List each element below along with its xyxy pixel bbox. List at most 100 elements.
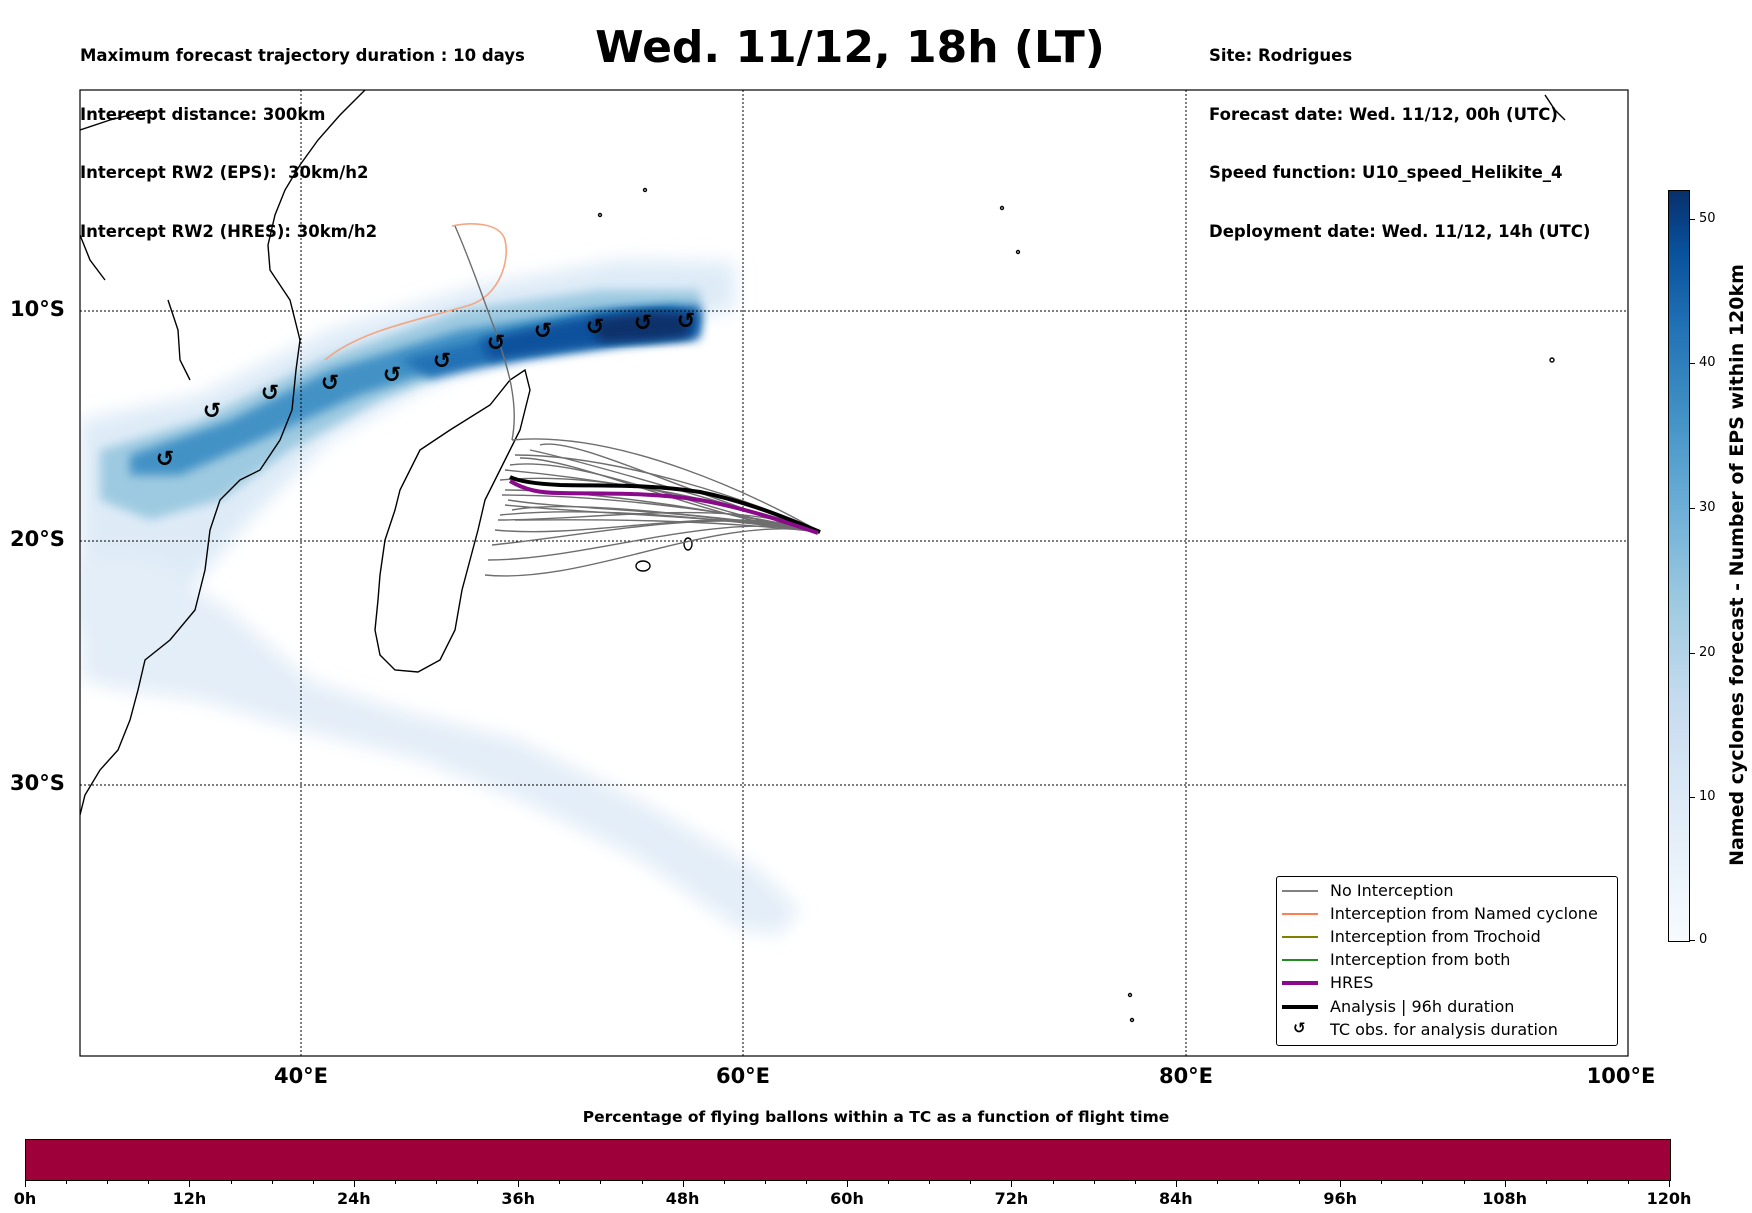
percentage-bar-tick — [518, 1180, 520, 1187]
lat-label: 30°S — [10, 771, 65, 795]
colorbar-tick — [1690, 219, 1695, 220]
cyclone-symbol-icon: ↺ — [156, 447, 174, 472]
percentage-bar-tick — [805, 1180, 807, 1184]
percentage-bar-tick — [66, 1180, 68, 1184]
ensemble-track — [514, 519, 821, 533]
colorbar-tick — [1690, 653, 1695, 654]
ensemble-track — [511, 438, 821, 533]
header-left-line: Intercept RW2 (HRES): 30km/h2 — [80, 221, 378, 241]
header-left-info: Maximum forecast trajectory duration : 1… — [80, 7, 525, 261]
percentage-bar-tick-label: 96h — [1323, 1189, 1358, 1208]
legend-item: No Interception — [1277, 879, 1617, 902]
percentage-bar-tick — [271, 1180, 273, 1184]
percentage-bar-tick-label: 84h — [1158, 1189, 1193, 1208]
colorbar-tick-label: 50 — [1699, 211, 1716, 226]
percentage-bar-tick — [189, 1180, 191, 1187]
cyclone-symbol-icon: ↺ — [534, 319, 552, 344]
percentage-bar-tick — [1586, 1180, 1588, 1184]
legend-item: Analysis | 96h duration — [1277, 995, 1617, 1018]
percentage-bar-tick — [723, 1180, 725, 1184]
analysis-track — [509, 475, 821, 534]
percentage-bar — [25, 1139, 1671, 1181]
percentage-bar-tick — [1011, 1180, 1013, 1187]
cyclone-symbol-icon: ↺ — [677, 309, 695, 334]
cyclone-symbol-icon: ↺ — [261, 381, 279, 406]
density-colorbar — [1668, 190, 1690, 942]
header-right-line: Forecast date: Wed. 11/12, 00h (UTC) — [1209, 104, 1558, 124]
percentage-bar-tick-label: 48h — [665, 1189, 700, 1208]
percentage-bar-tick — [1545, 1180, 1547, 1184]
legend-swatch — [1282, 981, 1318, 985]
percentage-bar-tick — [312, 1180, 314, 1184]
colorbar-tick-label: 40 — [1699, 355, 1716, 370]
legend-swatch — [1282, 1005, 1318, 1009]
percentage-bar-tick — [764, 1180, 766, 1184]
percentage-bar-tick — [1381, 1180, 1383, 1184]
percentage-bar-tick — [1175, 1180, 1177, 1187]
percentage-bar-tick — [1422, 1180, 1424, 1184]
percentage-bar-tick — [148, 1180, 150, 1184]
percentage-bar-tick — [641, 1180, 643, 1184]
ensemble-track — [484, 528, 821, 577]
cyclone-symbol-icon: ↺ — [321, 371, 339, 396]
ensemble-track — [511, 505, 821, 533]
percentage-bar-tick — [1093, 1180, 1095, 1184]
percentage-bar-tick — [970, 1180, 972, 1184]
percentage-bar-tick — [1504, 1180, 1506, 1187]
percentage-bar-tick — [1134, 1180, 1136, 1184]
percentage-bar-title: Percentage of flying ballons within a TC… — [582, 1108, 1170, 1126]
ensemble-track — [494, 519, 821, 533]
legend-item: Interception from both — [1277, 948, 1617, 971]
percentage-bar-tick — [353, 1180, 355, 1187]
cyclone-symbol-icon: ↺ — [634, 311, 652, 336]
lat-label: 20°S — [10, 527, 65, 551]
ensemble-track — [509, 463, 821, 533]
cyclone-symbol-icon: ↺ — [487, 331, 505, 356]
percentage-bar-tick-label: 0h — [13, 1189, 37, 1208]
legend-label: Interception from both — [1330, 950, 1511, 969]
percentage-bar-tick — [107, 1180, 109, 1184]
lon-label: 80°E — [1158, 1064, 1214, 1088]
legend-swatch — [1282, 890, 1318, 892]
percentage-bar-tick — [1627, 1180, 1629, 1184]
percentage-bar-tick — [929, 1180, 931, 1184]
percentage-bar-tick-label: 36h — [501, 1189, 536, 1208]
cyclone-symbol-icon: ↺ — [383, 363, 401, 388]
percentage-bar-tick — [1216, 1180, 1218, 1184]
cyclone-symbol-icon: ↺ — [1293, 1019, 1306, 1037]
percentage-bar-tick — [1463, 1180, 1465, 1184]
lon-label: 60°E — [715, 1064, 771, 1088]
percentage-bar-tick — [25, 1180, 26, 1187]
legend-swatch — [1282, 936, 1318, 938]
colorbar-tick — [1690, 940, 1695, 941]
percentage-bar-tick — [1669, 1180, 1670, 1187]
map-legend: No Interception Interception from Named … — [1276, 876, 1618, 1046]
legend-label: TC obs. for analysis duration — [1330, 1020, 1558, 1039]
header-left-line: Intercept RW2 (EPS): 30km/h2 — [80, 163, 369, 182]
percentage-bar-tick — [230, 1180, 232, 1184]
percentage-bar-tick-label: 24h — [336, 1189, 371, 1208]
page-title: Wed. 11/12, 18h (LT) — [595, 22, 1105, 73]
percentage-bar-tick — [559, 1180, 561, 1184]
percentage-bar-tick — [682, 1180, 684, 1187]
legend-label: HRES — [1330, 973, 1374, 992]
colorbar-tick — [1690, 363, 1695, 364]
named-cyclone-interception-track — [324, 223, 507, 361]
percentage-bar-tick-label: 12h — [172, 1189, 207, 1208]
header-left-line: Intercept distance: 300km — [80, 104, 326, 124]
legend-label: Analysis | 96h duration — [1330, 997, 1515, 1016]
cyclone-symbol-icon: ↺ — [433, 349, 451, 374]
ensemble-track — [454, 225, 515, 441]
percentage-bar-tick — [888, 1180, 890, 1184]
header-right-line: Site: Rodrigues — [1209, 46, 1353, 65]
percentage-bar-tick — [394, 1180, 396, 1184]
legend-swatch — [1282, 913, 1318, 915]
hres-track — [508, 479, 819, 535]
legend-item: ↺ TC obs. for analysis duration — [1277, 1018, 1617, 1041]
percentage-bar-tick — [436, 1180, 437, 1184]
percentage-bar-tick — [847, 1180, 848, 1187]
legend-label: Interception from Named cyclone — [1330, 904, 1598, 923]
percentage-bar-tick-label: 60h — [830, 1189, 864, 1208]
coastlines — [80, 90, 1566, 1023]
